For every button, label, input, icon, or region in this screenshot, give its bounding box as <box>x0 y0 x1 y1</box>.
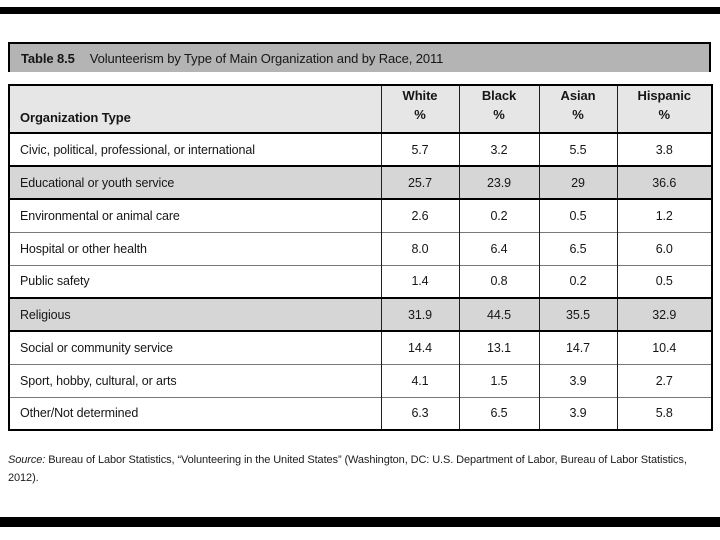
table-row: Other/Not determined 6.3 6.5 3.9 5.8 <box>9 397 712 430</box>
value-cell: 8.0 <box>380 232 459 265</box>
table-row: Civic, political, professional, or inter… <box>9 133 712 166</box>
column-header-white: White% <box>380 85 459 134</box>
value-cell: 14.7 <box>538 331 617 364</box>
value-cell: 35.5 <box>538 298 617 331</box>
org-type-cell: Other/Not determined <box>20 406 139 421</box>
source-text: Bureau of Labor Statistics, “Volunteerin… <box>8 454 687 484</box>
table-number-label: Table 8.5 <box>21 50 75 66</box>
value-cell: 0.8 <box>458 265 539 298</box>
value-cell: 23.9 <box>458 166 539 199</box>
value-cell: 3.8 <box>616 133 712 166</box>
volunteerism-table: Organization Type White% Black% Asian% Hisp… <box>8 84 713 431</box>
value-cell: 6.4 <box>458 232 539 265</box>
value-cell: 36.6 <box>616 166 712 199</box>
value-cell: 1.5 <box>458 364 539 397</box>
value-cell: 29 <box>538 166 617 199</box>
table-row: Hospital or other health 8.0 6.4 6.5 6.0 <box>9 232 712 265</box>
source-note: Source: Bureau of Labor Statistics, “Vol… <box>8 452 708 487</box>
value-cell: 6.5 <box>458 397 539 430</box>
table-container: Organization Type White% Black% Asian% Hisp… <box>8 84 713 431</box>
column-header-black: Black% <box>458 85 539 134</box>
org-type-cell: Educational or youth service <box>20 175 175 190</box>
source-label: Source: <box>8 454 46 466</box>
value-cell: 13.1 <box>458 331 539 364</box>
value-cell: 44.5 <box>458 298 539 331</box>
value-cell: 3.9 <box>538 397 617 430</box>
column-header-asian: Asian% <box>538 85 617 134</box>
table-header-row: Organization Type White% Black% Asian% Hisp… <box>9 85 712 134</box>
value-cell: 6.5 <box>538 232 617 265</box>
org-type-cell: Social or community service <box>20 340 173 355</box>
value-cell: 31.9 <box>380 298 459 331</box>
table-row: Social or community service 14.4 13.1 14.7 1… <box>9 331 712 364</box>
value-cell: 0.5 <box>538 199 617 232</box>
value-cell: 2.6 <box>380 199 459 232</box>
org-type-cell: Sport, hobby, cultural, or arts <box>20 373 177 388</box>
value-cell: 5.8 <box>616 397 712 430</box>
value-cell: 6.3 <box>380 397 459 430</box>
org-type-cell: Hospital or other health <box>20 241 147 256</box>
value-cell: 5.7 <box>380 133 459 166</box>
value-cell: 32.9 <box>616 298 712 331</box>
value-cell: 10.4 <box>616 331 712 364</box>
value-cell: 25.7 <box>380 166 459 199</box>
value-cell: 0.2 <box>458 199 539 232</box>
table-row: Public safety 1.4 0.8 0.2 0.5 <box>9 265 712 298</box>
value-cell: 14.4 <box>380 331 459 364</box>
column-header-hispanic: Hispanic% <box>616 85 712 134</box>
value-cell: 0.2 <box>538 265 617 298</box>
org-type-cell: Public safety <box>20 274 90 289</box>
table-row: Sport, hobby, cultural, or arts 4.1 1.5 3.9… <box>9 364 712 397</box>
value-cell: 0.5 <box>616 265 712 298</box>
org-type-cell: Religious <box>20 307 71 322</box>
value-cell: 4.1 <box>380 364 459 397</box>
top-rule <box>0 7 720 14</box>
value-cell: 3.9 <box>538 364 617 397</box>
value-cell: 2.7 <box>616 364 712 397</box>
table-row: Religious 31.9 44.5 35.5 32.9 <box>9 298 712 331</box>
bottom-rule <box>0 517 720 527</box>
org-type-cell: Civic, political, professional, or inter… <box>20 142 255 157</box>
value-cell: 1.4 <box>380 265 459 298</box>
table-row: Environmental or animal care 2.6 0.2 0.5 1.2 <box>9 199 712 232</box>
org-type-cell: Environmental or animal care <box>20 208 180 223</box>
value-cell: 6.0 <box>616 232 712 265</box>
value-cell: 1.2 <box>616 199 712 232</box>
value-cell: 3.2 <box>458 133 539 166</box>
column-header-organization-type: Organization Type <box>9 85 381 134</box>
table-row: Educational or youth service 25.7 23.9 29 36… <box>9 166 712 199</box>
table-title-bar: Table 8.5 Volunteerism by Type of Main O… <box>8 42 711 72</box>
table-title: Volunteerism by Type of Main Organizatio… <box>89 50 444 66</box>
value-cell: 5.5 <box>538 133 617 166</box>
